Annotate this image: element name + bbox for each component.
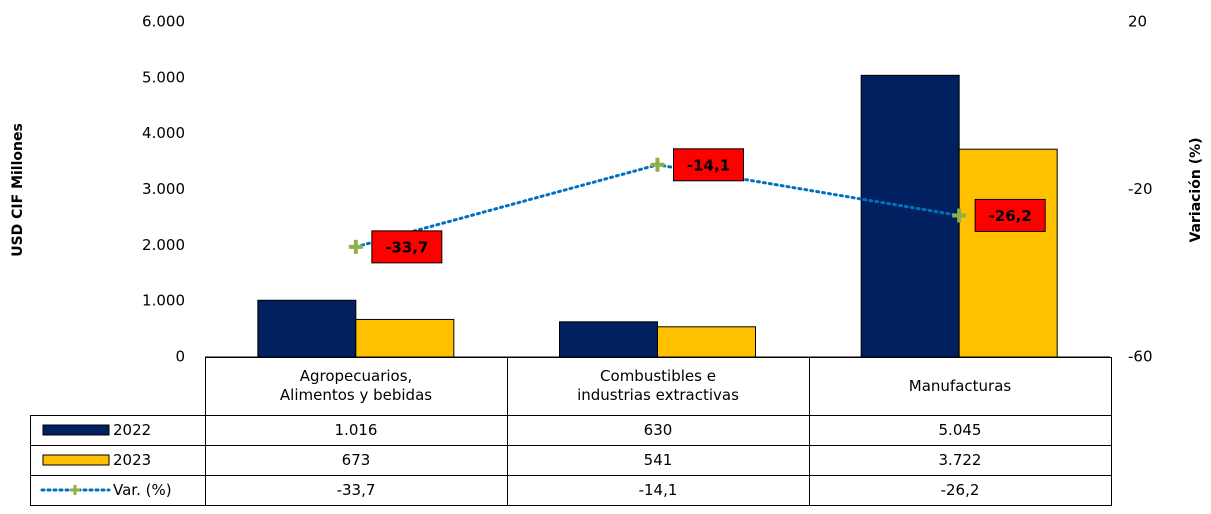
y2-tick-label: -60 xyxy=(1128,348,1153,366)
y-tick-label: 5.000 xyxy=(142,68,185,86)
table-corner xyxy=(30,357,206,416)
y-tick-label: 0 xyxy=(175,348,185,366)
legend-label: 2022 xyxy=(113,420,152,439)
table-value: -33,7 xyxy=(204,474,508,506)
marker xyxy=(348,239,363,254)
table-row: 2023 673 541 3.722 xyxy=(30,444,1112,476)
legend-key xyxy=(42,454,110,466)
table-value: -26,2 xyxy=(808,474,1112,506)
y-tick-label: 1.000 xyxy=(142,292,185,310)
table-value: 3.722 xyxy=(808,444,1112,476)
marker xyxy=(952,208,967,223)
table-value: 673 xyxy=(204,444,508,476)
legend-key xyxy=(42,424,110,436)
category-label: Agropecuarios, Alimentos y bebidas xyxy=(204,357,508,416)
data-label-box xyxy=(974,198,1046,232)
legend-key xyxy=(40,485,111,495)
table-value: 1.016 xyxy=(204,414,508,446)
data-table: Agropecuarios, Alimentos y bebidas Combus… xyxy=(30,357,1112,506)
legend-label: Var. (%) xyxy=(113,480,172,499)
data-label-box xyxy=(673,148,744,182)
data-label-box xyxy=(371,230,443,264)
data-label: -26,2 xyxy=(989,207,1032,225)
legend-swatch xyxy=(42,424,110,436)
category-label: Manufacturas xyxy=(808,357,1112,416)
bar xyxy=(559,321,658,358)
series-cell: Var. (%) xyxy=(30,474,206,506)
table-row: 2022 1.016 630 5.045 xyxy=(30,414,1112,446)
legend-marker xyxy=(70,485,80,495)
bar xyxy=(257,299,357,358)
series-cell: 2022 xyxy=(30,414,206,446)
data-label: -33,7 xyxy=(385,238,428,256)
y-axis-label: USD CIF Millones xyxy=(10,123,26,257)
data-label: -14,1 xyxy=(687,156,730,174)
y2-tick-label: 20 xyxy=(1128,13,1147,31)
bar xyxy=(958,148,1058,358)
bar xyxy=(657,326,756,358)
y2-tick-label: -20 xyxy=(1128,180,1153,198)
table-row: Var. (%) -33,7 -14,1 -26,2 xyxy=(30,474,1112,506)
table-header-row: Agropecuarios, Alimentos y bebidas Combus… xyxy=(30,357,1112,416)
series-cell: 2023 xyxy=(30,444,206,476)
category-label: Combustibles e industrias extractivas xyxy=(506,357,810,416)
y2-axis-label: Variación (%) xyxy=(1188,137,1204,242)
y-tick-label: 6.000 xyxy=(142,13,185,31)
y-tick-label: 2.000 xyxy=(142,236,185,254)
marker xyxy=(650,157,665,172)
table-value: 5.045 xyxy=(808,414,1112,446)
table-value: -14,1 xyxy=(506,474,810,506)
y-tick-label: 3.000 xyxy=(142,180,185,198)
legend-swatch xyxy=(42,454,110,466)
bar xyxy=(355,318,455,358)
table-value: 630 xyxy=(506,414,810,446)
table-value: 541 xyxy=(506,444,810,476)
y-tick-label: 4.000 xyxy=(142,124,185,142)
legend-label: 2023 xyxy=(113,450,152,469)
bar xyxy=(860,74,960,358)
